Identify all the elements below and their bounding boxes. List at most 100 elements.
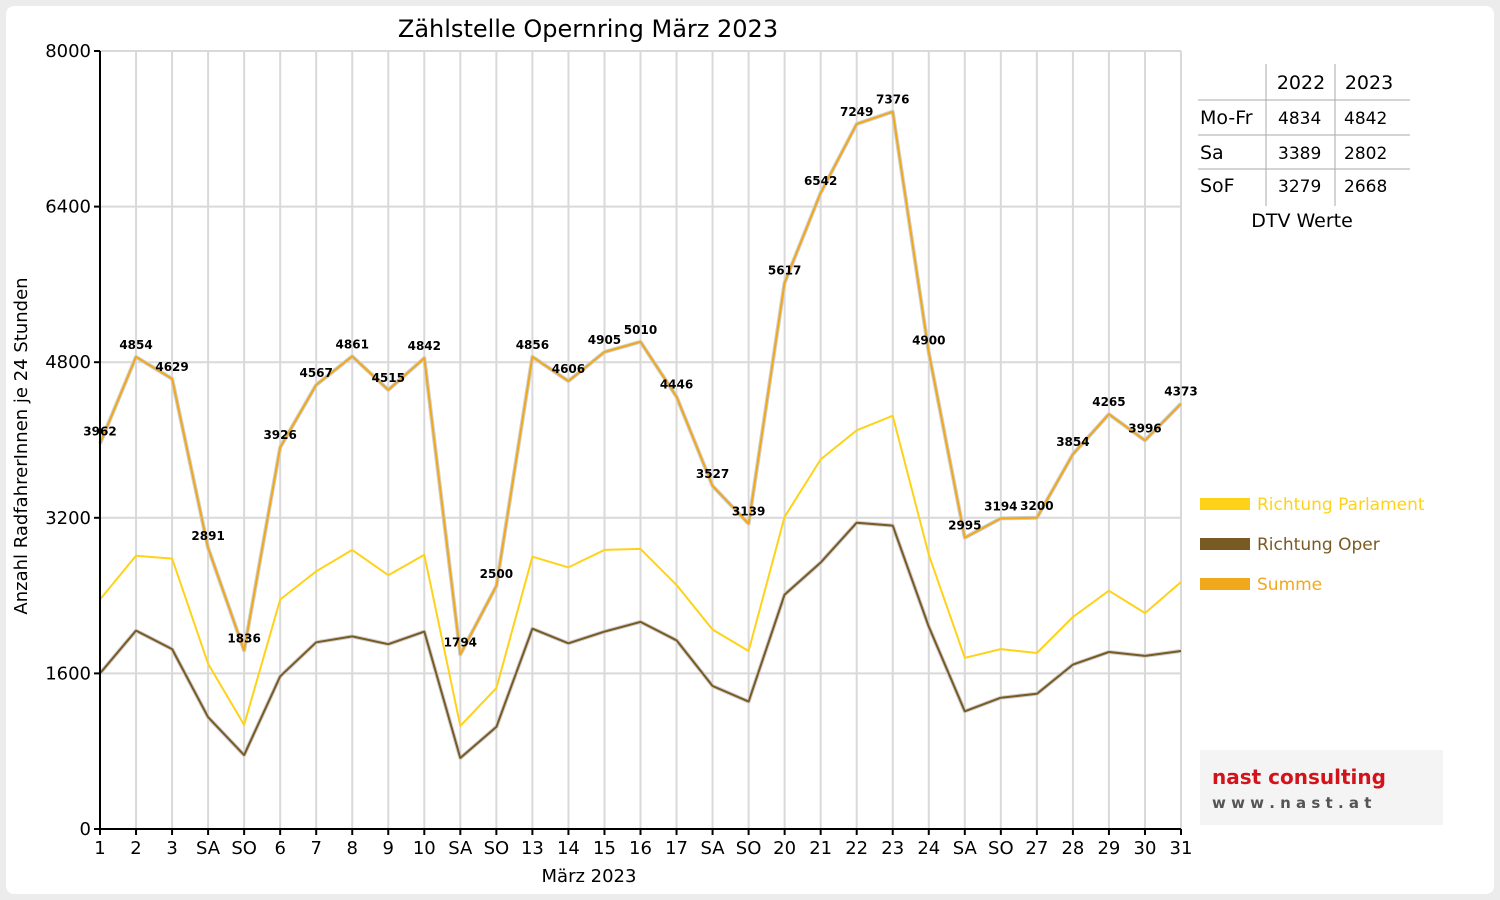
x-tick-label: 17 xyxy=(665,838,688,859)
y-tick-label: 0 xyxy=(80,819,91,840)
dtv-cell: 3279 xyxy=(1278,177,1321,197)
x-tick-label: SA xyxy=(953,838,978,859)
dtv-cell: 4834 xyxy=(1278,109,1321,129)
data-label: 2500 xyxy=(480,567,513,581)
x-tick-label: 21 xyxy=(809,838,832,859)
x-tick-label: 23 xyxy=(881,838,904,859)
data-label: 3996 xyxy=(1128,421,1161,435)
dtv-header-2022: 2022 xyxy=(1277,72,1325,94)
series-line-summe xyxy=(99,110,1182,656)
data-label: 4567 xyxy=(299,366,332,380)
y-tick-label: 3200 xyxy=(45,508,91,529)
legend-swatch xyxy=(1200,578,1250,590)
x-tick-label: 30 xyxy=(1134,838,1157,859)
x-tick-label: 8 xyxy=(347,838,358,859)
y-tick-label: 6400 xyxy=(45,197,91,218)
data-label: 4856 xyxy=(516,338,549,352)
data-label: 4842 xyxy=(408,339,441,353)
dtv-cell: 2802 xyxy=(1344,144,1387,164)
data-label: 2995 xyxy=(948,519,981,533)
x-tick-label: 20 xyxy=(773,838,796,859)
data-label: 5617 xyxy=(768,264,801,278)
x-tick-label: 2 xyxy=(130,838,141,859)
series-line-richtung-oper xyxy=(99,521,1182,759)
x-tick-label: SA xyxy=(701,838,726,859)
logo-background xyxy=(1200,750,1443,825)
data-label: 7249 xyxy=(840,105,873,119)
chart-frame: Zählstelle Opernring März 2023 0 1600 3200… xyxy=(6,6,1494,894)
dtv-header-2023: 2023 xyxy=(1345,72,1393,94)
data-label: 1794 xyxy=(444,636,477,650)
chart-title: Zählstelle Opernring März 2023 xyxy=(398,15,778,43)
dtv-cell: 3389 xyxy=(1278,144,1321,164)
x-tick-label: SO xyxy=(231,838,257,859)
data-label: 3527 xyxy=(696,467,729,481)
dtv-caption: DTV Werte xyxy=(1251,210,1353,232)
x-tick-label: 6 xyxy=(274,838,285,859)
x-axis-title: März 2023 xyxy=(542,866,637,887)
x-tick-label: 9 xyxy=(383,838,394,859)
data-label: 4861 xyxy=(336,337,369,351)
data-label: 4629 xyxy=(155,360,188,374)
x-tick-label: SO xyxy=(988,838,1014,859)
data-label: 3194 xyxy=(984,499,1017,513)
data-label: 4854 xyxy=(119,338,152,352)
data-label: 4373 xyxy=(1164,385,1197,399)
data-label: 7376 xyxy=(876,93,909,107)
legend-swatch xyxy=(1200,498,1250,510)
x-tick-label: 22 xyxy=(845,838,868,859)
x-tick-label: SO xyxy=(484,838,510,859)
data-label: 3926 xyxy=(263,428,296,442)
data-label: 4905 xyxy=(588,333,621,347)
y-axis-title: Anzahl RadfahrerInnen je 24 Stunden xyxy=(11,277,32,614)
legend-swatch xyxy=(1200,538,1250,550)
x-tick-label: 14 xyxy=(557,838,580,859)
data-label: 5010 xyxy=(624,323,657,337)
x-tick-label: 1 xyxy=(94,838,105,859)
x-tick-label: 15 xyxy=(593,838,616,859)
line-chart: Zählstelle Opernring März 2023 0 1600 3200… xyxy=(11,15,1443,887)
data-label: 4900 xyxy=(912,333,945,347)
data-label: 4606 xyxy=(552,362,585,376)
data-label: 3139 xyxy=(732,505,765,519)
nast-logo: nast consulting w w w . n a s t . a t xyxy=(1200,750,1443,825)
legend-label: Summe xyxy=(1257,575,1322,595)
x-tick-label: 16 xyxy=(629,838,652,859)
data-label: 3200 xyxy=(1020,499,1053,513)
y-tick-label: 8000 xyxy=(45,41,91,62)
legend-label: Richtung Oper xyxy=(1257,535,1380,555)
series-line-richtung-parlament xyxy=(99,414,1182,727)
logo-name: nast consulting xyxy=(1212,765,1386,789)
axes xyxy=(94,50,1182,835)
dtv-table: 2022 2023 Mo-Fr 4834 4842 Sa 3389 2802 S… xyxy=(1198,64,1410,232)
x-tick-label: SO xyxy=(736,838,762,859)
data-label: 6542 xyxy=(804,174,837,188)
dtv-cell: 2668 xyxy=(1344,177,1387,197)
gridlines xyxy=(100,50,1182,829)
legend: Richtung Parlament Richtung Oper Summe xyxy=(1200,495,1425,595)
dtv-row-label: Sa xyxy=(1200,142,1224,164)
data-label: 3854 xyxy=(1056,435,1089,449)
x-tick-label: 10 xyxy=(413,838,436,859)
dtv-row-label: SoF xyxy=(1200,175,1235,197)
legend-label: Richtung Parlament xyxy=(1257,495,1425,515)
x-tick-label: SA xyxy=(196,838,221,859)
x-tick-label: 28 xyxy=(1061,838,1084,859)
series-lines xyxy=(98,109,1183,760)
x-tick-label: 29 xyxy=(1097,838,1120,859)
y-tick-label: 1600 xyxy=(45,663,91,684)
data-label: 4446 xyxy=(660,378,693,392)
x-tick-label: 24 xyxy=(917,838,940,859)
dtv-row-label: Mo-Fr xyxy=(1200,107,1253,129)
data-label: 1836 xyxy=(227,631,260,645)
data-label: 3962 xyxy=(83,425,116,439)
y-tick-label: 4800 xyxy=(45,352,91,373)
x-tick-label: 7 xyxy=(310,838,321,859)
data-label: 2891 xyxy=(191,529,224,543)
logo-url: w w w . n a s t . a t xyxy=(1212,794,1371,812)
x-tick-label: 31 xyxy=(1170,838,1193,859)
dtv-cell: 4842 xyxy=(1344,109,1387,129)
x-tick-label: 3 xyxy=(166,838,177,859)
